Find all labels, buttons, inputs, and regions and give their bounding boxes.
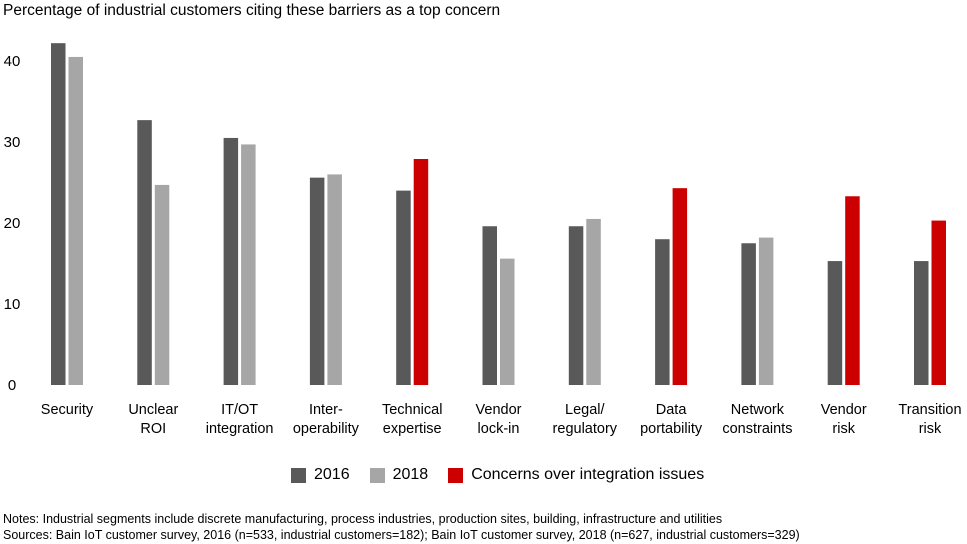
legend-swatch-2016 <box>291 467 306 483</box>
category-label: risk <box>832 421 855 437</box>
bar-2016 <box>482 226 497 385</box>
bar-2018-integration <box>413 159 429 385</box>
legend-swatch-integration <box>448 467 464 483</box>
legend-label-2016: 2016 <box>314 466 350 483</box>
y-tick-label: 40 <box>4 53 21 70</box>
category-label: regulatory <box>553 421 618 437</box>
bar-2018-integration <box>931 220 946 385</box>
category-label: IT/OT <box>221 402 258 418</box>
notes: Notes: Industrial segments include discr… <box>3 511 800 543</box>
notes-line: Notes: Industrial segments include discr… <box>3 512 723 526</box>
sources-line: Sources: Bain IoT customer survey, 2016 … <box>3 528 800 542</box>
bar-2016 <box>396 190 411 385</box>
category-label: constraints <box>722 421 792 437</box>
category-label: Security <box>41 402 94 418</box>
category-label: Vendor <box>476 402 522 418</box>
legend: 2016 2018 Concerns over integration issu… <box>291 466 724 484</box>
legend-label-2018: 2018 <box>392 466 429 483</box>
bar-chart: 0 10 20 30 40 Security Unclear ROI IT/OT integrat… <box>4 43 962 437</box>
bar-2018 <box>241 144 256 385</box>
category-label: risk <box>919 421 942 437</box>
category-label: integration <box>206 421 274 437</box>
category-label: Data <box>656 402 688 418</box>
bar-2018 <box>758 237 774 385</box>
legend-swatch-2018 <box>369 467 385 483</box>
category-label: Legal/ <box>565 402 605 418</box>
bar-2016 <box>223 137 239 385</box>
bar-2016 <box>137 120 152 385</box>
category-label: Transition <box>898 402 961 418</box>
category-label: ROI <box>140 421 166 437</box>
legend-label-integration: Concerns over integration issues <box>471 466 705 483</box>
category-label: Unclear <box>128 402 178 418</box>
category-label: expertise <box>383 421 442 437</box>
bar-2016 <box>568 226 584 385</box>
y-tick-label: 10 <box>4 296 21 313</box>
bar-2018 <box>154 184 170 385</box>
y-tick-label: 0 <box>8 377 16 394</box>
category-label: Vendor <box>821 402 867 418</box>
category-label: Inter- <box>309 402 343 418</box>
category-label: portability <box>640 421 703 437</box>
bar-2018 <box>68 56 83 385</box>
bar-2016 <box>827 261 843 385</box>
bar-2016 <box>655 239 670 385</box>
bar-2016 <box>309 177 325 385</box>
bar-2016 <box>51 43 66 386</box>
category-label: Technical <box>382 402 442 418</box>
bar-2016 <box>741 243 756 385</box>
y-tick-label: 20 <box>4 215 21 232</box>
bar-2018-integration <box>672 188 688 385</box>
category-label: Network <box>731 402 785 418</box>
bar-2018 <box>586 218 601 385</box>
bar-2018 <box>500 258 515 385</box>
category-label: lock-in <box>478 421 520 437</box>
legend-item-integration: Concerns over integration issues <box>448 466 704 484</box>
legend-item-2016: 2016 <box>291 466 350 484</box>
legend-item-2018: 2018 <box>369 466 429 484</box>
bar-2018-integration <box>845 196 860 385</box>
category-label: operability <box>293 421 360 437</box>
bar-2018 <box>327 174 342 385</box>
bar-2016 <box>914 261 929 385</box>
chart-title: Percentage of industrial customers citin… <box>3 2 501 19</box>
y-tick-label: 30 <box>4 134 21 151</box>
